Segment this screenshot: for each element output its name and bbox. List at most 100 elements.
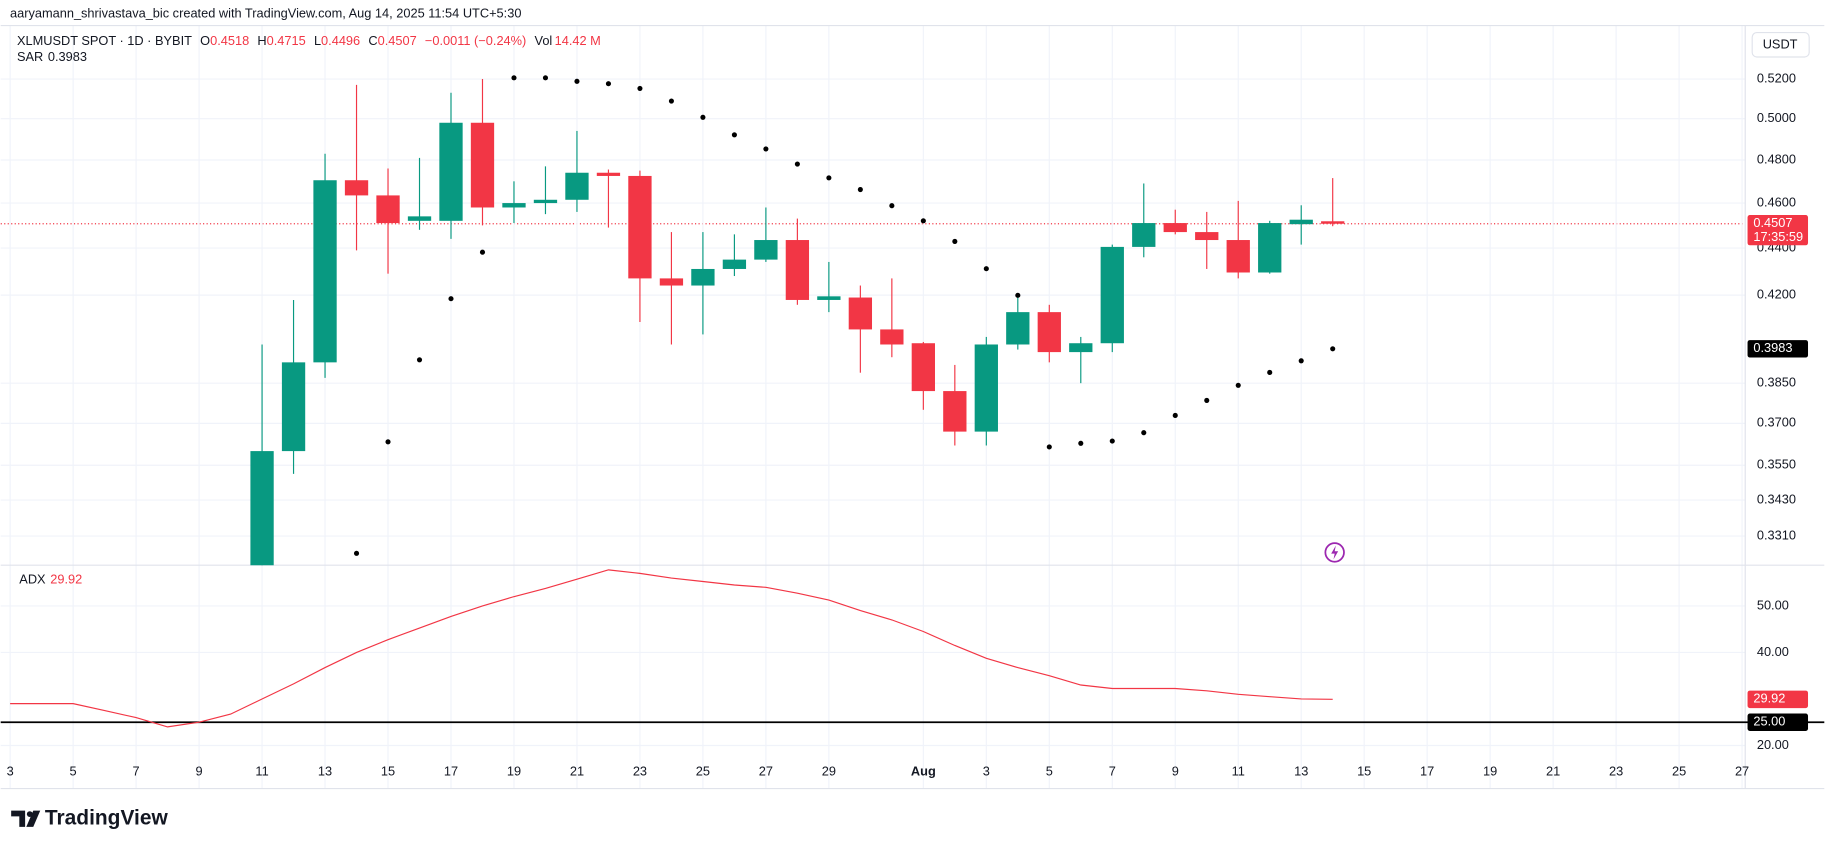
logo[interactable]: TradingView [11,806,168,829]
sar-dot [1172,412,1178,419]
candle-body [1258,223,1282,273]
h-label: H [257,33,266,48]
candle-body [1069,343,1093,353]
x-tick-label: 13 [318,764,332,779]
candle-body [565,172,589,200]
close-value: 0.4507 [378,33,417,48]
sar-dot [353,550,360,556]
y-tick-label: 0.3550 [1757,457,1796,472]
x-tick-label: 11 [255,764,268,779]
sar-dot [1015,292,1021,298]
candle-body [943,391,967,432]
candle-body [1163,223,1187,233]
adx-name: ADX [19,572,46,587]
sar-dot [574,78,580,84]
sar-dot [479,249,486,255]
sar-dot [448,296,454,302]
sar-dot [1046,444,1052,450]
sar-dot [385,439,391,445]
x-tick-label: 3 [7,764,14,779]
x-tick-label: 21 [1546,764,1560,779]
y-tick-label: 0.4600 [1757,194,1796,209]
candle-body [691,268,715,286]
x-tick-label: 5 [1046,764,1053,779]
candle-body [1195,232,1219,241]
x-tick-label: 29 [822,764,836,779]
sar-dot [857,186,863,193]
y-tick-label: 0.3850 [1757,375,1796,390]
candle-body [722,259,747,269]
sar-legend: SAR 0.3983 [17,50,87,65]
y-tick-label: 0.5200 [1757,70,1796,85]
last-price-tag-countdown: 17:35:59 [1753,229,1803,244]
grid [0,25,1746,789]
sar-dot [826,175,832,181]
candle-body [281,362,306,452]
candle-body [344,180,369,196]
x-tick-label: 15 [1357,764,1371,779]
x-tick-label: 7 [133,764,140,779]
sar-dot [1141,430,1147,436]
level-tag: 25.00 [1753,714,1785,729]
sar-dot [1298,358,1304,364]
candle-body [1226,240,1250,273]
sar-dot [1109,438,1115,444]
c-label: C [368,33,377,48]
sar-dot [1235,382,1241,388]
candle-body [659,278,684,286]
sar-dot [1204,397,1210,403]
x-tick-label: Aug [911,764,936,779]
l-label: L [314,33,321,48]
level-tag-bg [1747,713,1809,731]
x-tick-label: 19 [1483,764,1497,779]
adx-pane [0,569,1825,728]
axis: 0.52000.50000.48000.46000.44000.42000.38… [7,70,1809,779]
x-tick-label: 17 [1420,764,1434,779]
y-tick-label: 0.3310 [1757,527,1796,542]
sar-dot [731,132,737,138]
candle-body [1037,312,1061,353]
x-tick-label: 21 [570,764,584,779]
candle-body [502,203,526,208]
x-tick-label: 9 [1172,764,1179,779]
adx-line [10,569,1333,728]
candle-body [911,343,935,392]
y-tick-label: 0.3700 [1757,415,1796,430]
adx-tag: 29.92 [1753,691,1785,706]
candle-body [250,451,274,566]
candle-body [407,216,432,221]
x-tick-label: 25 [696,764,710,779]
sar-dot [983,266,989,272]
o-label: O [200,33,210,48]
currency-box[interactable] [1751,31,1810,58]
legend: XLMUSDT SPOT · 1D · BYBIT O0.4518 H0.471… [17,33,601,48]
vol-label: Vol [535,33,553,48]
sar-dot [794,161,800,167]
x-tick-label: 27 [1735,764,1749,779]
change: −0.0011 (−0.24%) [425,33,526,48]
x-tick-label: 25 [1672,764,1686,779]
candle-body [817,296,841,300]
x-tick-label: 15 [381,764,395,779]
currency[interactable]: USDT [1763,37,1798,52]
sar-dot [542,75,549,81]
candle-body [470,122,495,208]
low-value: 0.4496 [321,33,360,48]
x-tick-label: 13 [1294,764,1308,779]
y-tick-label: 0.4200 [1757,286,1796,301]
adx-tag-bg [1747,690,1809,709]
candle-body [1100,246,1124,344]
candle-body [754,240,778,260]
sar-tag-bg [1747,340,1809,358]
vol-value: 14.42 M [555,33,601,48]
candle-body [880,329,904,345]
x-tick-label: 17 [444,764,458,779]
sar-dot [605,81,612,87]
sar-dot [668,98,674,104]
logo-text[interactable]: TradingView [45,806,169,829]
sar-dot [763,146,769,152]
last-price-tag-bg [1747,215,1809,246]
alert-icon[interactable] [1324,542,1345,563]
x-tick-label: 19 [507,764,521,779]
